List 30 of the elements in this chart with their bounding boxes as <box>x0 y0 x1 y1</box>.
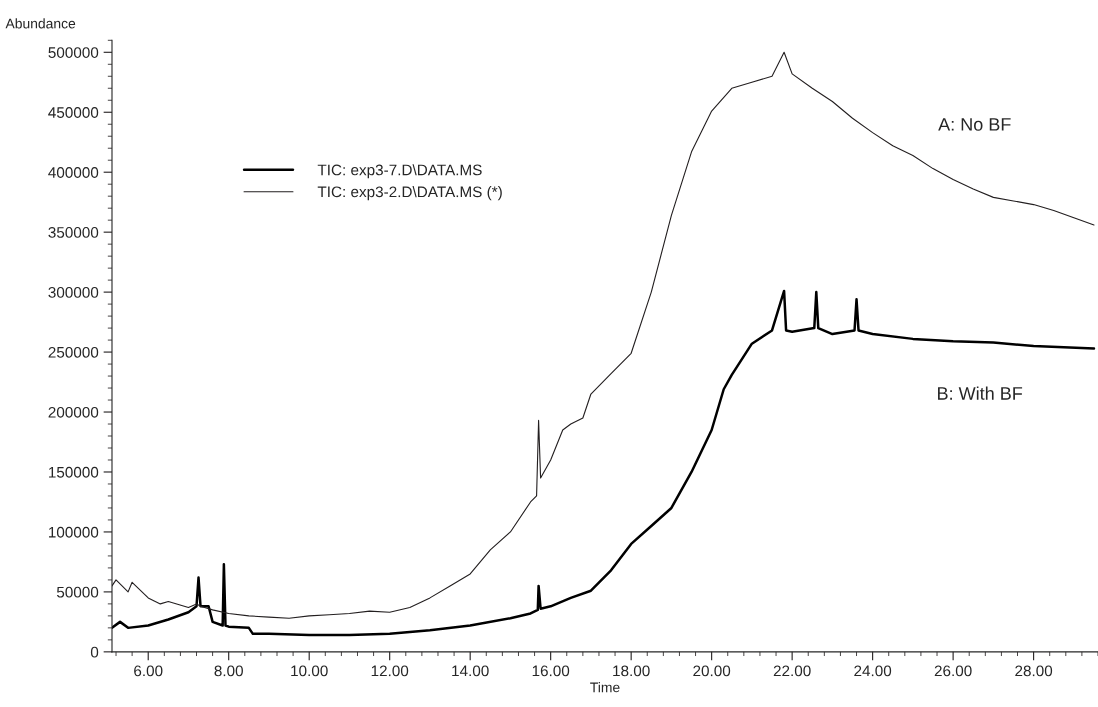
y-tick-label: 200000 <box>48 406 99 418</box>
x-tick-label: 20.00 <box>693 665 731 677</box>
annotation: B: With BF <box>938 386 1023 400</box>
x-tick-label: 8.00 <box>214 665 243 677</box>
x-axis-title: Time <box>590 682 620 693</box>
y-tick-label: 100000 <box>48 526 99 538</box>
x-tick-label: 12.00 <box>371 665 409 677</box>
y-tick-label: 400000 <box>48 167 99 178</box>
x-tick-label: 22.00 <box>773 665 811 677</box>
y-tick-label: 450000 <box>48 107 99 118</box>
legend-label: TIC: exp3-2.D\DATA.MS (*) <box>317 186 502 201</box>
line-series <box>112 289 1096 637</box>
x-tick-label: 26.00 <box>934 665 972 677</box>
x-tick-label: 28.00 <box>1015 665 1053 677</box>
y-tick-label: 50000 <box>56 586 99 598</box>
y-tick-label: 350000 <box>48 227 99 238</box>
x-tick-label: 24.00 <box>854 665 892 677</box>
legend-label: TIC: exp3-7.D\DATA.MS <box>317 164 482 179</box>
x-tick-label: 14.00 <box>452 665 489 677</box>
y-tick-label: 300000 <box>48 286 99 298</box>
y-axis-title: Abundance <box>5 18 76 29</box>
y-tick-label: 0 <box>90 646 99 658</box>
x-tick-label: 18.00 <box>613 665 650 677</box>
y-tick-label: 250000 <box>48 346 99 358</box>
y-tick-label: 150000 <box>48 466 99 478</box>
y-tick-label: 500000 <box>48 47 99 58</box>
x-tick-label: 6.00 <box>134 665 163 677</box>
x-tick-label: 10.00 <box>291 665 328 677</box>
annotation: A: No BF <box>938 118 1011 131</box>
x-tick-label: 16.00 <box>532 665 570 677</box>
